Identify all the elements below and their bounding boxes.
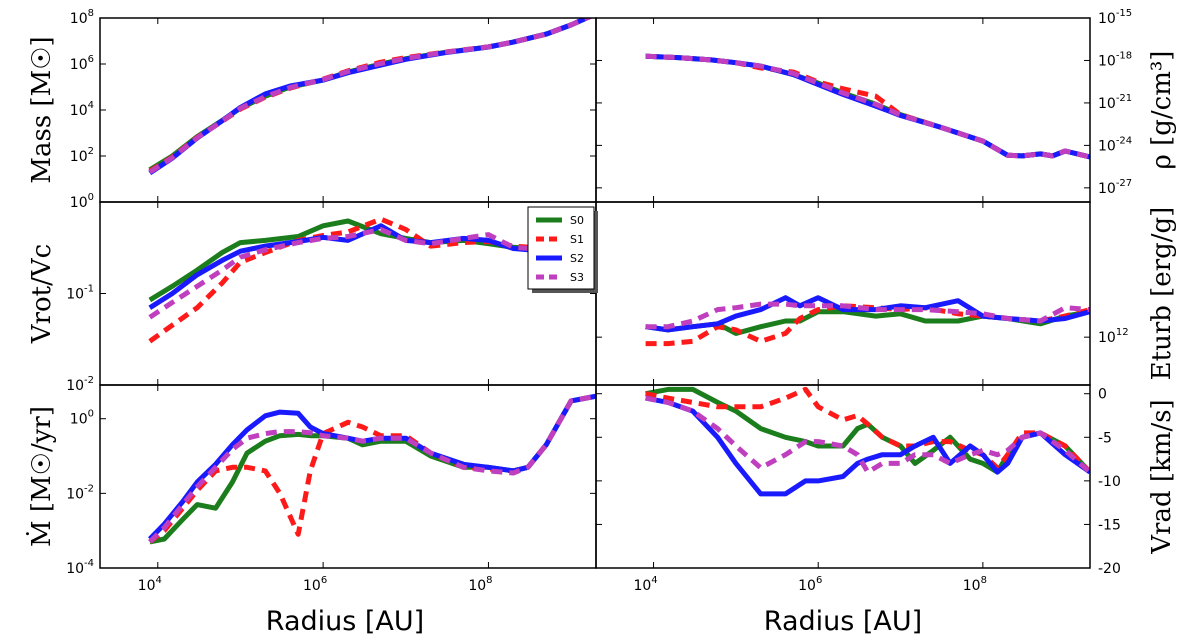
y-tick-label: 10-24 [1098, 135, 1132, 154]
series-line-S2 [148, 18, 593, 176]
series-line-S3 [645, 301, 1090, 330]
panel-frame [595, 201, 1091, 386]
series-group [148, 216, 547, 344]
x-tick-label: 104 [138, 575, 162, 594]
y-tick-label: 10-18 [1098, 50, 1132, 69]
panel-bottom-right: 0 -5 -10 -15 -20 Vrad [km/s] [595, 384, 1177, 577]
series-line-S1 [148, 216, 547, 344]
y-axis-label: Vrot/Vc [27, 244, 57, 344]
panel-frame [99, 17, 597, 203]
x-tick-label: 106 [798, 575, 822, 594]
series-line-S2 [645, 53, 1090, 160]
y-tick-label: 100 [70, 192, 94, 211]
y-tick-label: 10-2 [66, 375, 94, 394]
y-tick-label: 104 [70, 100, 94, 119]
panel-frame [595, 17, 1091, 203]
panel-middle-left: 10-2 10-1 Vrot/Vc [27, 201, 597, 394]
series-group [148, 393, 596, 545]
y-tick-label: 100 [70, 409, 94, 428]
legend-label-S0: S0 [570, 214, 584, 227]
y-tick-label: 1012 [1098, 327, 1129, 346]
y-axis-label: Mass [M☉] [27, 36, 57, 183]
y-tick-label: 10-4 [66, 558, 94, 577]
panel-top-right: 10-15 10-18 10-21 10-24 10-27 ρ [g/cm³] [595, 8, 1177, 203]
y-tick-label: 10-15 [1098, 8, 1132, 27]
y-tick-label: 106 [70, 54, 94, 73]
series-group [645, 386, 1090, 497]
series-line-S3 [148, 227, 547, 320]
series-line-S3 [148, 393, 596, 544]
series-line-S3 [645, 53, 1090, 160]
series-line-S3 [148, 18, 593, 175]
legend-label-S1: S1 [570, 233, 584, 246]
series-line-S1 [645, 386, 1090, 474]
y-axis-label: Vrad [km/s] [1147, 399, 1177, 554]
series-line-S2 [645, 395, 1090, 497]
x-axis-layer: 104 106 108 104 106 108 [138, 575, 987, 594]
y-tick-label: 10-1 [66, 284, 94, 303]
panel-bottom-left: 10-4 10-2 100 Ṁ [M☉/yr] [26, 384, 597, 577]
series-group [645, 295, 1090, 347]
y-tick-label: 10-2 [66, 483, 94, 502]
y-axis-label: Ṁ [M☉/yr] [26, 406, 57, 547]
y-axis-label: Eturb [erg/g] [1147, 207, 1177, 381]
panel-top-left: 100 102 104 106 108 Mass [M☉] [27, 8, 597, 211]
x-tick-label: 106 [303, 575, 327, 594]
series-line-S1 [645, 53, 1090, 160]
y-tick-label: 10-21 [1098, 93, 1132, 112]
y-tick-label: -5 [1098, 430, 1112, 446]
panel-frame [595, 384, 1091, 569]
x-axis-label-right: Radius [AU] [764, 606, 922, 637]
legend: S0 S1 S2 S3 [527, 206, 598, 293]
x-tick-label: 108 [468, 575, 492, 594]
series-group [645, 53, 1090, 160]
y-tick-label: 0 [1098, 387, 1107, 403]
legend-label-S3: S3 [570, 271, 584, 284]
series-line-S3 [645, 395, 1090, 475]
y-tick-label: -15 [1098, 517, 1121, 533]
x-axis-label-left: Radius [AU] [266, 606, 424, 637]
panel-frame [99, 384, 597, 569]
y-tick-label: -10 [1098, 474, 1121, 490]
legend-label-S2: S2 [570, 252, 584, 265]
x-tick-label: 104 [633, 575, 657, 594]
y-tick-label: 102 [70, 146, 94, 165]
series-group [148, 18, 593, 176]
y-axis-label: ρ [g/cm³] [1147, 51, 1177, 170]
x-tick-label: 108 [963, 575, 987, 594]
y-tick-label: 108 [70, 8, 94, 27]
y-tick-label: 10-27 [1098, 178, 1132, 197]
series-line-S0 [645, 53, 1090, 160]
panel-middle-right: 1012 Eturb [erg/g] [595, 201, 1177, 386]
y-tick-label: -20 [1098, 561, 1121, 577]
